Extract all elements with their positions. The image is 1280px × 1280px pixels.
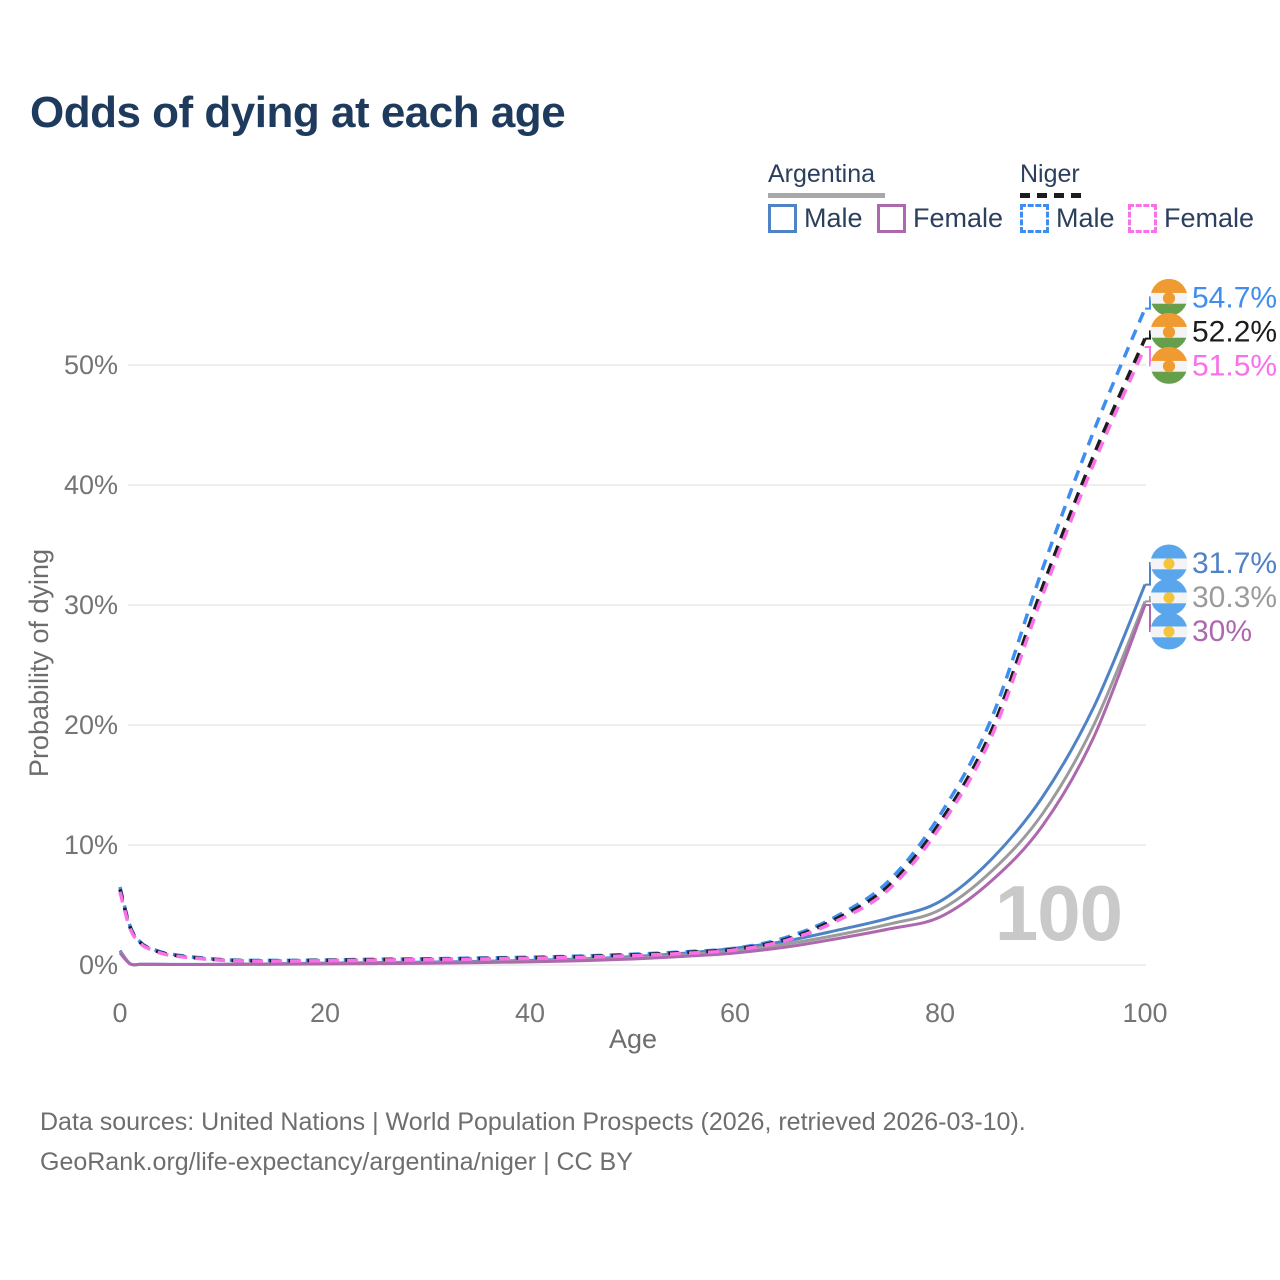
x-tick-label: 20 (310, 998, 340, 1028)
x-tick-label: 60 (720, 998, 750, 1028)
legend-item-label: Male (1056, 203, 1115, 233)
legend-item-niger-female[interactable]: Female (1128, 203, 1254, 234)
end-value-label-niger-female: 51.5% (1192, 349, 1277, 382)
legend-group-argentina-label: Argentina (768, 160, 876, 188)
y-tick-label: 10% (64, 830, 118, 860)
legend-group-argentina-header: Argentina (768, 160, 885, 198)
y-axis-title: Probability of dying (24, 549, 54, 777)
series-line-niger-male[interactable] (118, 307, 1147, 963)
legend-item-argentina-male[interactable]: Male (768, 203, 863, 234)
y-tick-label: 30% (64, 590, 118, 620)
series-line-argentina-male[interactable] (118, 584, 1147, 967)
data-sources-text: Data sources: United Nations | World Pop… (40, 1108, 1026, 1136)
y-tick-label: 0% (79, 950, 118, 980)
y-tick-label: 40% (64, 470, 118, 500)
end-value-label-niger-male: 54.7% (1192, 281, 1277, 314)
legend-item-argentina-female[interactable]: Female (877, 203, 1003, 234)
niger-flag-icon (1150, 312, 1188, 350)
y-tick-label: 50% (64, 350, 118, 380)
end-value-label-argentina-female: 30% (1192, 615, 1252, 648)
argentina-flag-icon (1150, 544, 1188, 582)
legend-swatch-argentina-male (768, 204, 797, 233)
niger-flag-icon (1150, 346, 1188, 384)
legend-argentina-line-sample (768, 193, 885, 198)
end-value-label-argentina-male: 31.7% (1192, 547, 1277, 580)
x-tick-label: 0 (112, 998, 127, 1028)
legend-item-niger-male[interactable]: Male (1020, 203, 1115, 234)
series-line-niger-female[interactable] (118, 346, 1147, 963)
series-line-niger-both-sexes[interactable] (118, 337, 1147, 963)
end-value-label-niger-both-sexes: 52.2% (1192, 315, 1277, 348)
x-tick-label: 40 (515, 998, 545, 1028)
hover-age-watermark: 100 (994, 869, 1123, 957)
x-tick-label: 80 (925, 998, 955, 1028)
legend-group-niger-label: Niger (1020, 160, 1080, 188)
legend-item-label: Male (804, 203, 863, 233)
legend-niger-line-sample (1020, 193, 1084, 198)
page-title: Odds of dying at each age (30, 88, 566, 137)
legend-swatch-niger-female (1128, 204, 1157, 233)
series-line-argentina-female[interactable] (118, 604, 1147, 967)
series-line-argentina-both-sexes[interactable] (118, 600, 1147, 967)
legend-group-niger-header: Niger (1020, 160, 1084, 198)
legend-item-label: Female (1164, 203, 1255, 233)
niger-flag-icon (1150, 278, 1188, 316)
x-tick-label: 100 (1122, 998, 1167, 1028)
y-tick-label: 20% (64, 710, 118, 740)
end-value-label-argentina-both-sexes: 30.3% (1192, 581, 1277, 614)
argentina-flag-icon (1150, 578, 1188, 616)
attribution-text: GeoRank.org/life-expectancy/argentina/ni… (40, 1148, 633, 1176)
legend-item-label: Female (913, 203, 1004, 233)
x-axis-title: Age (609, 1024, 657, 1054)
argentina-flag-icon (1150, 612, 1188, 650)
legend-swatch-niger-male (1020, 204, 1049, 233)
legend-swatch-argentina-female (877, 204, 906, 233)
